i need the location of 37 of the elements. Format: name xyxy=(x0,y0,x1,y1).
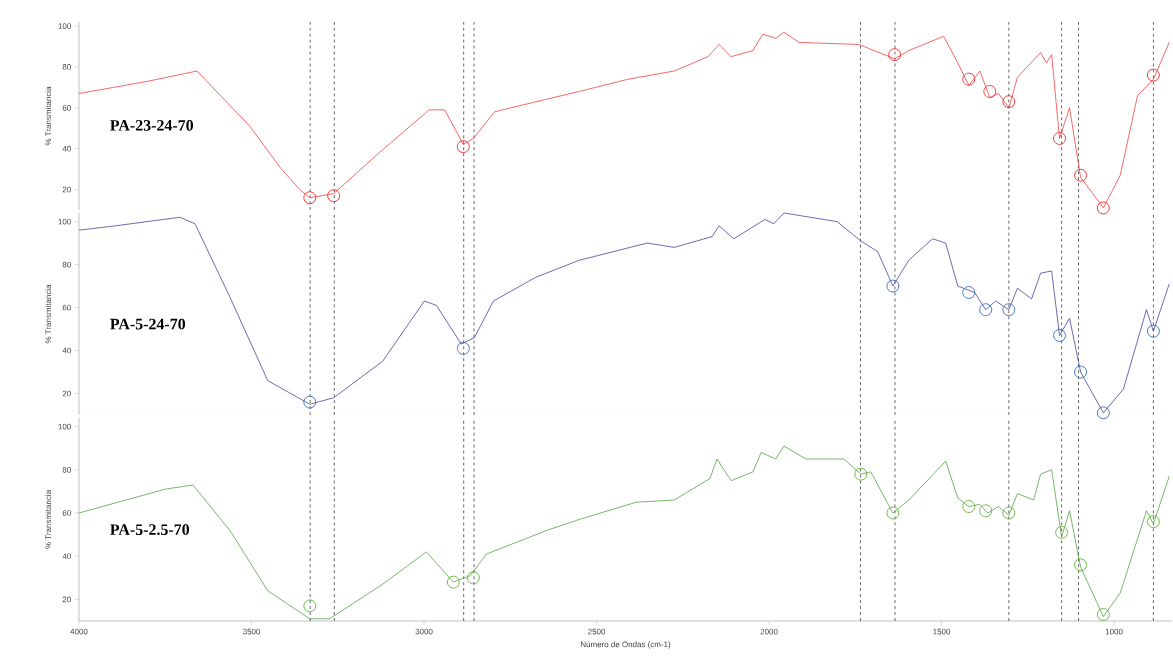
point xyxy=(854,467,868,481)
point xyxy=(1096,608,1110,621)
series-label: PA-5-2.5-70 xyxy=(110,524,190,536)
point xyxy=(1096,406,1110,420)
text: PA-5-24-70 xyxy=(110,318,186,330)
point xyxy=(1053,132,1066,145)
point xyxy=(1146,68,1160,82)
point xyxy=(979,303,993,317)
point xyxy=(983,85,997,98)
point xyxy=(456,341,470,355)
point xyxy=(1074,168,1088,182)
point xyxy=(1074,365,1088,379)
point xyxy=(1002,303,1016,317)
point xyxy=(1146,324,1160,338)
point xyxy=(456,140,470,154)
point xyxy=(327,189,341,203)
point xyxy=(303,395,317,409)
point xyxy=(446,575,460,589)
line-series xyxy=(78,212,1170,414)
point xyxy=(1002,506,1016,520)
point xyxy=(1055,525,1069,539)
point xyxy=(886,506,900,520)
point xyxy=(1074,558,1088,572)
point xyxy=(303,599,317,613)
point xyxy=(962,500,976,513)
point xyxy=(1053,329,1066,342)
point xyxy=(1002,95,1016,109)
point xyxy=(962,72,976,86)
point xyxy=(1146,515,1160,529)
point xyxy=(888,48,902,62)
point xyxy=(962,286,976,299)
point xyxy=(886,279,900,293)
series-label: PA-23-24-70 xyxy=(110,120,194,131)
point xyxy=(466,571,480,585)
point xyxy=(303,191,317,205)
point xyxy=(979,504,993,518)
point xyxy=(1096,201,1110,215)
